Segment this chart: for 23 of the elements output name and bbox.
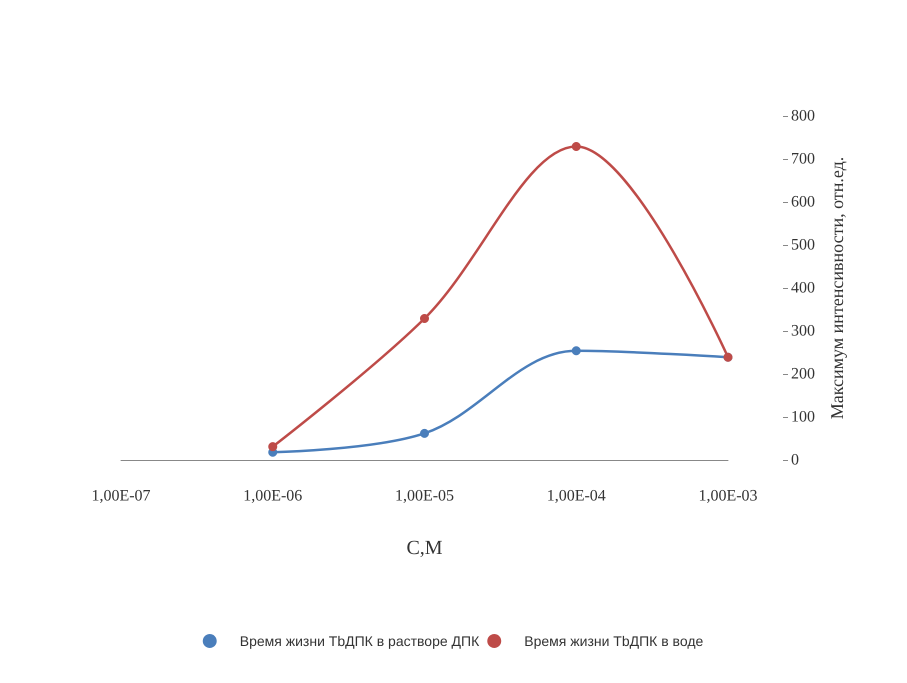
y-tick-label: 400 [791,280,815,296]
x-tick-label: 1,00E-04 [546,488,606,504]
x-tick-label: 1,00E-03 [698,488,758,504]
y-tick-label: 200 [791,366,815,382]
y-tick-label: 600 [791,194,815,210]
point [420,314,429,324]
point [572,346,581,356]
y-tick-label: 0 [791,452,799,468]
x-tick-label: 1,00E-05 [394,488,454,504]
x-tick-label: 1,00E-07 [91,488,151,504]
y-tick-label: 100 [791,408,815,426]
point [572,142,581,152]
y-tick-label: 800 [791,108,815,124]
x-tick-label: 1,00E-06 [243,488,302,504]
y-tick-label: 500 [791,236,815,254]
point [420,428,429,438]
y-axis-title: Максимум интенсивности, отн.ед. [827,156,847,420]
x-axis-title: C,M [406,537,443,559]
point [268,442,278,452]
legend-label: Время жизни ТbДПК в растворе ДПК [240,633,480,649]
legend-label: Время жизни ТbДПК в воде [524,633,704,649]
y-tick-label: 300 [791,322,815,340]
y-tick-label: 700 [791,150,815,168]
